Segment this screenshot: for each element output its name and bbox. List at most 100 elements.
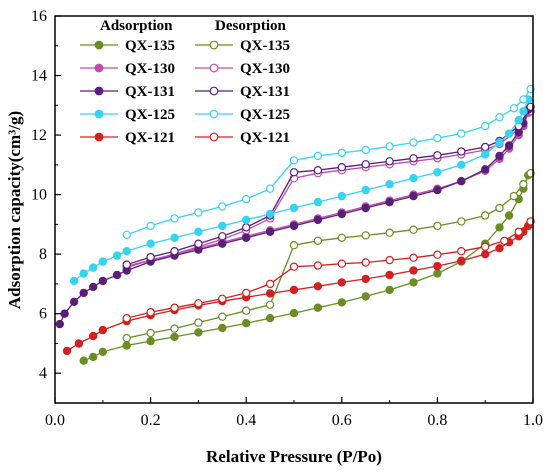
data-point: [194, 328, 203, 337]
data-point: [265, 209, 275, 219]
series-qx-131-desorption: [122, 102, 535, 269]
legend-label: QX-131: [240, 84, 290, 100]
data-point: [519, 95, 528, 104]
data-point: [361, 231, 370, 240]
series-qx-125-desorption: [122, 84, 535, 239]
legend-label: QX-121: [240, 130, 290, 146]
data-point: [194, 318, 203, 327]
legend-marker: [94, 132, 104, 142]
data-point: [98, 347, 108, 356]
data-point: [55, 319, 65, 329]
data-point: [361, 145, 370, 155]
data-point: [457, 256, 466, 265]
data-point: [170, 246, 179, 256]
data-point: [146, 239, 155, 248]
y-tick-label: 12: [31, 127, 47, 144]
data-point: [457, 129, 466, 138]
data-point: [218, 221, 227, 231]
data-point: [170, 233, 179, 242]
legend: Adsorption Desorption QX-135 QX-135 QX-130…: [80, 18, 290, 146]
data-point: [122, 230, 131, 239]
data-point: [218, 312, 227, 321]
data-point: [385, 142, 394, 151]
data-point: [337, 209, 346, 219]
data-point: [69, 297, 79, 306]
legend-marker: [94, 86, 104, 96]
data-point: [385, 157, 394, 166]
data-point: [218, 239, 227, 248]
data-point: [98, 257, 108, 266]
data-point: [504, 141, 514, 150]
data-point: [265, 300, 275, 309]
legend-marker: [94, 109, 104, 119]
data-point: [514, 115, 523, 125]
x-axis-label: Relative Pressure (P/Po): [206, 447, 382, 466]
data-point: [313, 151, 323, 161]
data-point: [337, 148, 346, 158]
data-point: [481, 211, 490, 220]
data-point: [433, 151, 442, 160]
y-tick-label: 8: [39, 246, 47, 263]
data-point: [194, 227, 203, 236]
data-point: [265, 227, 275, 236]
data-point: [88, 352, 98, 362]
legend-header-adsorption: Adsorption: [100, 18, 173, 34]
data-point: [495, 203, 504, 213]
data-point: [265, 289, 275, 298]
data-point: [409, 278, 418, 287]
data-point: [289, 156, 299, 165]
data-point: [146, 221, 155, 231]
series-line: [126, 110, 532, 267]
data-point: [88, 331, 98, 341]
data-point: [481, 150, 490, 159]
plot-area: [55, 84, 535, 365]
data-point: [289, 285, 299, 295]
data-point: [519, 179, 528, 189]
data-point: [495, 243, 504, 253]
data-point: [194, 299, 203, 308]
legend-marker: [94, 63, 104, 73]
x-tick-label: 0.4: [236, 412, 256, 429]
data-point: [170, 214, 179, 223]
data-point: [313, 236, 323, 245]
data-point: [170, 324, 179, 333]
data-point: [289, 240, 299, 250]
data-point: [409, 225, 418, 234]
data-point: [79, 356, 88, 365]
data-point: [519, 107, 528, 116]
data-point: [194, 239, 203, 248]
legend-marker: [209, 109, 219, 119]
data-point: [504, 211, 514, 220]
data-point: [218, 202, 227, 211]
data-point: [79, 288, 88, 298]
data-point: [361, 203, 370, 213]
data-point: [79, 269, 88, 278]
data-point: [98, 276, 108, 286]
legend-label: QX-131: [125, 84, 175, 100]
data-point: [337, 259, 346, 268]
data-point: [313, 282, 323, 291]
legend-marker: [94, 40, 104, 50]
data-point: [98, 325, 108, 335]
data-point: [385, 197, 394, 207]
data-point: [313, 261, 323, 270]
x-tick-label: 0.8: [427, 412, 447, 429]
data-point: [481, 142, 490, 152]
data-point: [433, 221, 442, 231]
data-point: [433, 261, 442, 271]
data-point: [495, 112, 504, 122]
data-point: [337, 298, 346, 307]
series-qx-130-adsorption: [122, 108, 533, 272]
data-point: [409, 173, 418, 183]
data-point: [385, 255, 394, 265]
data-point: [241, 319, 251, 328]
data-point: [457, 217, 466, 226]
x-tick-label: 0.0: [45, 412, 65, 429]
data-point: [60, 309, 69, 318]
ticks: 0.0 0.2 0.4 0.6 0.8 1.0 4 6 8 10 12 14 16: [31, 8, 543, 429]
data-point: [361, 160, 370, 169]
data-point: [409, 138, 418, 147]
x-tick-label: 1.0: [523, 412, 543, 429]
data-point: [361, 274, 370, 284]
